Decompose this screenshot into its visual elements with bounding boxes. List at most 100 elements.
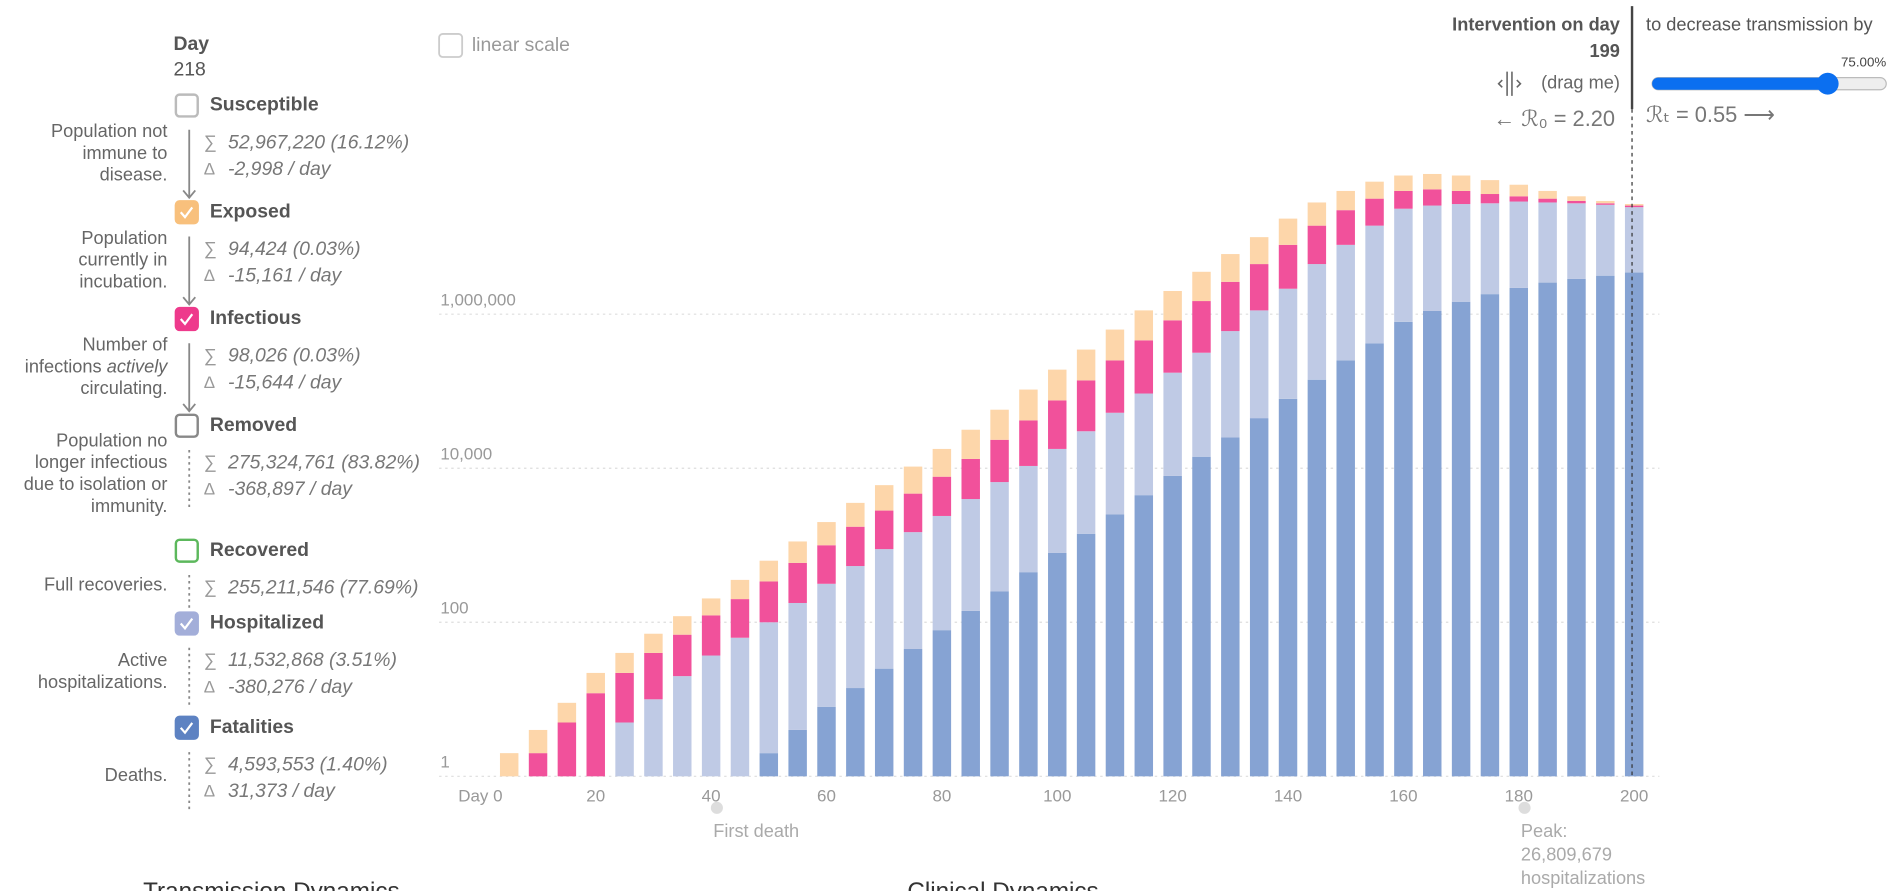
bar-segment [615, 652, 634, 673]
checkbox[interactable] [174, 413, 199, 438]
bar-segment [1019, 389, 1038, 421]
compartment-description: Full recoveries. [0, 573, 167, 600]
compartment-delta: 31,373 / day [228, 780, 336, 802]
bar-segment [1278, 288, 1298, 399]
drag-icon[interactable] [1497, 71, 1522, 96]
linear-scale-label[interactable]: linear scale [472, 34, 570, 56]
compartment-delta: -15,161 / day [228, 265, 342, 287]
description-text: immune to [82, 143, 168, 164]
intervention-title: Intervention on day [1452, 14, 1621, 34]
bar-segment [1538, 190, 1557, 199]
compartment-delta: -15,644 / day [228, 371, 342, 393]
bar-segment [990, 409, 1009, 440]
bar-segment [846, 566, 865, 689]
compartment-name: Hospitalized [210, 612, 324, 634]
description-text: Number of [82, 334, 168, 356]
bar-segment [1480, 294, 1500, 777]
description-line: Deaths. [0, 765, 168, 787]
bar-segment [1624, 207, 1644, 273]
bar-segment [817, 522, 836, 546]
bar-segment [1221, 254, 1240, 282]
bar-segment [1423, 310, 1442, 777]
checkbox[interactable] [174, 93, 199, 118]
bar-segment [673, 634, 692, 677]
description-text: circulating. [80, 378, 168, 400]
bar-segment [1336, 360, 1355, 777]
bar-segment [759, 753, 779, 777]
bar-segment [1451, 301, 1471, 777]
compartment-sum: 98,026 (0.03%) [228, 345, 361, 367]
bar-segment [1394, 190, 1413, 209]
bar-segment [528, 729, 548, 754]
bar-segment [1365, 181, 1384, 199]
y-tick-label: 100 [440, 598, 468, 617]
bar-segment [1105, 360, 1125, 413]
sum-symbol: ∑ [204, 345, 217, 365]
bar-segment [961, 499, 980, 611]
bar-segment [1451, 175, 1471, 191]
bar-segment [788, 541, 807, 563]
bar-segment [557, 702, 577, 723]
description-line: Population not [0, 121, 167, 143]
x-tick-label: 140 [1274, 786, 1302, 805]
bar-segment [1394, 321, 1413, 777]
bar-segment [1019, 420, 1038, 466]
bar-segment [1336, 210, 1355, 245]
bar-segment [1596, 275, 1615, 777]
bar-segment [788, 602, 807, 730]
bar-segment [1423, 173, 1442, 190]
compartment-delta: -380,276 / day [228, 676, 353, 698]
compartment-description: Population not immune to disease. [0, 121, 168, 185]
bar-segment [903, 532, 923, 649]
bar-segment [1480, 194, 1500, 204]
compartment-delta: -2,998 / day [228, 158, 332, 180]
description-text: Full recoveries. [44, 574, 168, 596]
bar-segment [1249, 310, 1269, 419]
checkbox[interactable] [174, 200, 199, 225]
y-tick-label: 1,000,000 [440, 290, 516, 309]
x-tick-label: 40 [702, 786, 721, 805]
slider-fill [1652, 77, 1828, 90]
checkbox[interactable] [174, 611, 199, 636]
description-text: Population not [51, 121, 168, 142]
flow-arrowhead [182, 189, 196, 200]
bar-segment [1596, 200, 1615, 204]
bar-segment [615, 672, 634, 723]
sum-symbol: ∑ [204, 650, 217, 670]
description-text: due to isolation or [23, 474, 168, 495]
description-text: Deaths. [104, 765, 168, 787]
bar-segment [1019, 572, 1038, 777]
linear-scale-checkbox[interactable] [438, 33, 464, 58]
delta-symbol: Δ [204, 480, 215, 499]
bar-segment [1048, 552, 1067, 777]
x-tick-label: 100 [1043, 786, 1071, 805]
delta-symbol: Δ [204, 373, 215, 392]
compartment-name: Exposed [210, 200, 291, 222]
checkbox[interactable] [174, 715, 199, 740]
section-title: Clinical Dynamics [907, 878, 1098, 891]
bar-segment [759, 581, 779, 623]
bar-segment [961, 610, 980, 777]
bar-segment [730, 579, 750, 600]
bar-segment [846, 526, 865, 567]
bar-segment [1480, 180, 1500, 195]
slider-thumb[interactable] [1816, 72, 1839, 95]
bar-segment [1105, 514, 1125, 777]
compartment-name: Susceptible [210, 94, 319, 116]
checkbox[interactable] [174, 538, 199, 563]
bar-segment [1105, 329, 1125, 361]
bar-segment [1596, 204, 1615, 276]
annotation-text: hospitalizations [1521, 868, 1645, 888]
compartment-delta: -368,897 / day [228, 478, 353, 500]
bar-segment [1509, 196, 1529, 202]
bar-segment [932, 476, 952, 516]
checkbox[interactable] [174, 306, 199, 332]
compartment-description: Population no longer infectious due to iso… [0, 431, 168, 517]
description-text: disease. [99, 164, 168, 186]
bar-segment [1134, 310, 1154, 341]
bar-segment [1394, 208, 1413, 322]
bar-segment [1249, 237, 1269, 265]
x-tick-label: 160 [1389, 786, 1417, 805]
x-tick-label: 20 [586, 786, 605, 805]
